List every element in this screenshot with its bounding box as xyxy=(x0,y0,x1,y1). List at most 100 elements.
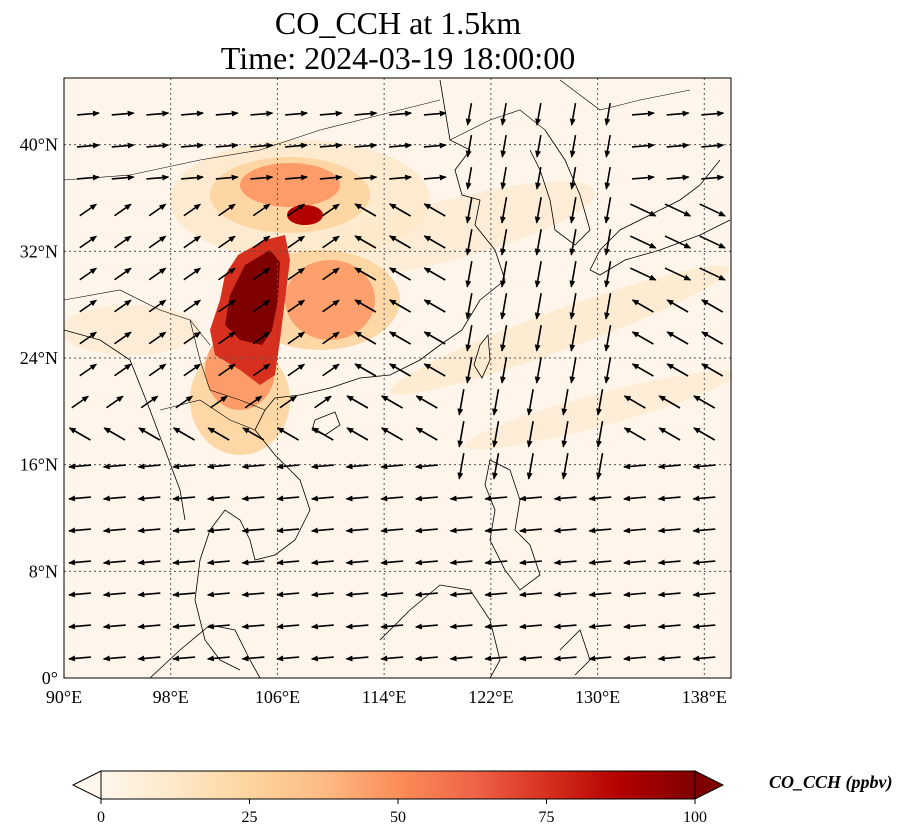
wind-vector-arrow xyxy=(206,527,230,534)
wind-vector-arrow xyxy=(553,495,577,502)
wind-vector-arrow xyxy=(172,559,196,566)
wind-vector-arrow xyxy=(604,197,612,224)
wind-vector-arrow xyxy=(146,142,170,149)
wind-vector-arrow xyxy=(252,235,271,249)
wind-vector-arrow xyxy=(622,655,646,662)
wind-vector-arrow xyxy=(102,559,126,566)
wind-vector-arrow xyxy=(465,197,473,224)
medium-plume xyxy=(285,260,375,340)
wind-vector-arrow xyxy=(354,331,377,345)
wind-vector-arrow xyxy=(210,395,228,409)
wind-vector-arrow xyxy=(252,331,271,345)
high-concentration-core xyxy=(287,205,323,225)
wind-vector-arrow xyxy=(310,655,334,662)
wind-vector-arrow xyxy=(500,293,508,320)
wind-vector-arrow xyxy=(414,463,438,470)
colorbar-tick-label: 50 xyxy=(390,809,406,826)
wind-vector-arrow xyxy=(526,421,534,448)
wind-vector-arrow xyxy=(79,299,98,313)
wind-vector-arrow xyxy=(449,591,473,598)
wind-vector-arrow xyxy=(310,623,334,630)
wind-vector-arrow xyxy=(276,463,300,470)
wind-vector-arrow xyxy=(553,591,577,598)
wind-vector-arrow xyxy=(310,527,334,534)
wind-vector-arrow xyxy=(79,267,98,281)
wind-vector-arrow xyxy=(484,559,508,566)
wind-vector-arrow xyxy=(388,299,411,313)
wind-vector-arrow xyxy=(250,142,274,149)
wind-vector-arrow xyxy=(604,357,612,384)
wind-vector-arrow xyxy=(604,103,611,126)
wind-vector-arrow xyxy=(183,363,202,377)
wind-vector-arrow xyxy=(102,623,126,630)
wind-vector-arrow xyxy=(206,591,230,598)
wind-vector-arrow xyxy=(596,453,604,480)
wind-vector-arrow xyxy=(534,293,542,320)
wind-vector-arrow xyxy=(631,110,655,117)
wind-vector-arrow xyxy=(71,395,90,409)
wind-vector-arrow xyxy=(484,495,508,502)
wind-vector-arrow xyxy=(500,325,508,352)
wind-vector-arrow xyxy=(415,427,438,441)
wind-vector-arrow xyxy=(449,527,473,534)
colorbar: 0 25 50 75 100 CO_CCH (ppbv) xyxy=(71,770,893,826)
wind-vector-arrow xyxy=(692,495,716,502)
wind-vector-arrow xyxy=(622,495,646,502)
wind-vector-arrow xyxy=(414,495,438,502)
wind-vector-arrow xyxy=(423,331,446,345)
wind-vector-arrow xyxy=(322,235,340,249)
colorbar-ticks: 0 25 50 75 100 xyxy=(97,799,707,826)
wind-vector-arrow xyxy=(114,331,132,345)
wind-vector-arrow xyxy=(114,235,132,249)
wind-vector-arrow xyxy=(322,331,340,345)
wind-vector-arrow xyxy=(414,655,438,662)
wind-vector-arrow xyxy=(657,463,681,470)
map-panel xyxy=(63,77,732,679)
wind-vector-arrow xyxy=(380,495,404,502)
wind-vector-arrow xyxy=(534,197,542,224)
wind-vector-arrow xyxy=(457,389,465,416)
wind-vector-arrow xyxy=(457,453,465,480)
wind-vector-arrow xyxy=(664,203,692,217)
wind-vector-arrow xyxy=(310,495,334,502)
wind-vector-arrow xyxy=(423,174,447,181)
wind-vector-arrow xyxy=(664,235,692,249)
wind-vector-arrow xyxy=(701,363,724,377)
wind-vector-arrow xyxy=(279,395,298,409)
wind-vector-arrow xyxy=(241,559,265,566)
wind-vector-arrow xyxy=(68,495,92,502)
wind-vector-arrow xyxy=(68,591,92,598)
wind-vector-arrow xyxy=(414,623,438,630)
wind-vector-arrow xyxy=(345,655,369,662)
wind-vector-arrow xyxy=(569,293,577,320)
x-tick-label: 90°E xyxy=(46,687,82,707)
wind-vector-arrow xyxy=(457,421,465,448)
wind-vector-arrow xyxy=(181,174,205,181)
wind-vector-arrow xyxy=(535,103,542,126)
wind-vector-arrow xyxy=(569,261,577,288)
wind-vector-arrow xyxy=(518,623,542,630)
wind-vector-arrow xyxy=(241,527,265,534)
wind-vector-arrow xyxy=(206,463,230,470)
wind-vector-arrow xyxy=(492,389,500,416)
wind-vector-arrow xyxy=(631,331,654,345)
wind-vector-arrow xyxy=(664,267,692,281)
y-tick-label: 8°N xyxy=(29,561,58,581)
wind-vector-arrow xyxy=(102,527,126,534)
wind-vector-arrow xyxy=(172,623,196,630)
wind-vector-arrow xyxy=(172,427,195,441)
wind-vector-arrow xyxy=(354,299,377,313)
wind-vector-arrow xyxy=(241,655,265,662)
wind-vector-arrow xyxy=(183,203,202,217)
wind-vector-arrow xyxy=(588,623,612,630)
colorbar-label: CO_CCH (ppbv) xyxy=(769,772,893,793)
wind-vector-arrow xyxy=(588,495,612,502)
wind-vector-arrow xyxy=(518,559,542,566)
wind-vector-arrow xyxy=(114,299,132,313)
wind-vector-arrow xyxy=(276,559,300,566)
wind-vector-arrow xyxy=(285,142,309,149)
wind-vector-arrow xyxy=(701,299,724,313)
wind-vector-arrow xyxy=(692,591,716,598)
wind-vector-arrow xyxy=(465,229,473,256)
wind-vector-arrow xyxy=(657,495,681,502)
